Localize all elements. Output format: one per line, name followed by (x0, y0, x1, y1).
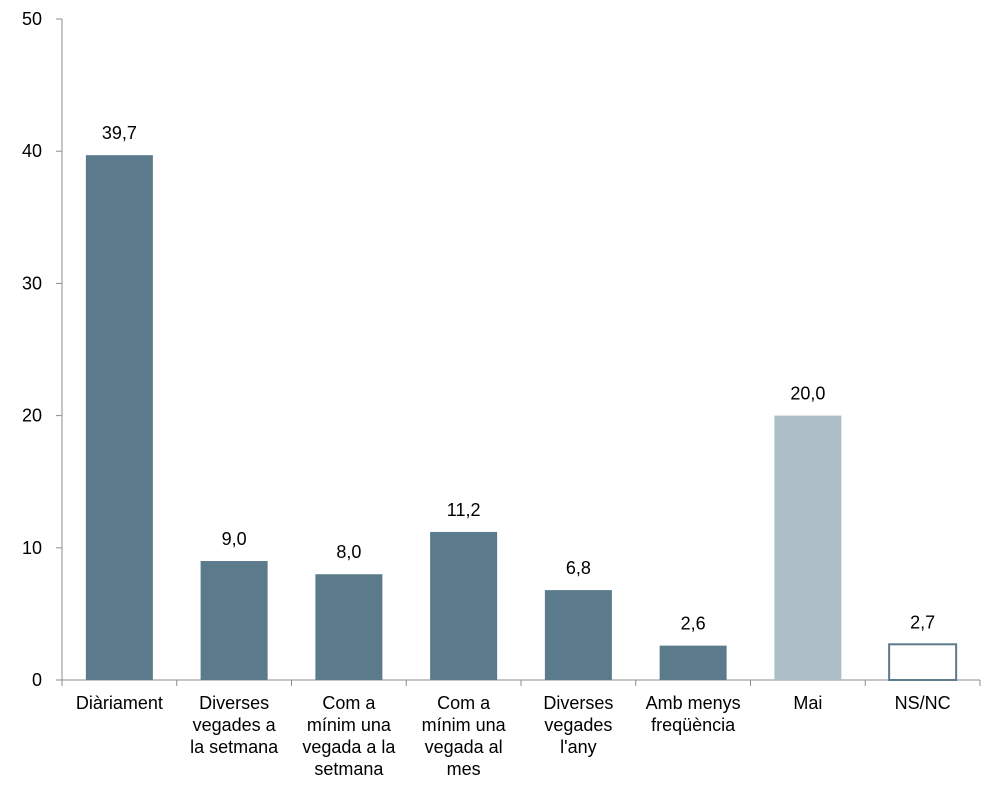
category-label-line: mínim una (307, 715, 392, 735)
y-tick-label: 10 (22, 538, 42, 558)
category-label-line: setmana (314, 759, 384, 779)
y-tick-label: 40 (22, 141, 42, 161)
data-label: 6,8 (566, 558, 591, 578)
category-label: Com a mínim una vegada al mes (422, 693, 507, 779)
category-label-line: Com a (322, 693, 376, 713)
category-label: Diàriament (76, 693, 163, 713)
category-label-line: la setmana (190, 737, 279, 757)
bar (774, 415, 842, 680)
data-label: 8,0 (336, 542, 361, 562)
bar (315, 574, 383, 680)
category-label: Diverses vegades a la setmana (190, 693, 279, 757)
bar (85, 155, 153, 680)
category-label-line: vegada a la (302, 737, 396, 757)
category-label-line: vegades a (193, 715, 277, 735)
category-label: Mai (793, 693, 822, 713)
data-label: 11,2 (447, 500, 481, 520)
y-tick-label: 30 (22, 273, 42, 293)
y-tick-label: 20 (22, 406, 42, 426)
category-label: Diverses vegades l'any (543, 693, 613, 757)
data-label: 2,6 (681, 614, 706, 634)
data-label: 39,7 (102, 123, 137, 143)
axes (56, 18, 981, 686)
bar (430, 531, 498, 680)
y-tick-label: 50 (22, 9, 42, 29)
bar (659, 645, 727, 680)
category-label-line: l'any (560, 737, 596, 757)
category-label-line: Amb menys (646, 693, 741, 713)
category-label-line: Diàriament (76, 693, 163, 713)
category-label: NS/NC (895, 693, 951, 713)
data-label: 2,7 (910, 612, 935, 632)
bar (200, 561, 268, 680)
category-label-line: Mai (793, 693, 822, 713)
category-label-line: mínim una (422, 715, 507, 735)
y-tick-label: 0 (32, 670, 42, 690)
category-label-line: freqüència (651, 715, 736, 735)
category-label: Amb menys freqüència (646, 693, 741, 735)
category-label-line: Diverses (543, 693, 613, 713)
bar (888, 643, 958, 682)
bar (544, 590, 612, 680)
category-label-line: Com a (437, 693, 491, 713)
category-label-line: vegada al (425, 737, 503, 757)
category-label-line: mes (447, 759, 481, 779)
category-label: Com a mínim una vegada a la setmana (302, 693, 396, 779)
bars (85, 155, 958, 682)
category-label-line: Diverses (199, 693, 269, 713)
data-label: 20,0 (790, 384, 825, 404)
category-label-line: vegades (544, 715, 612, 735)
data-label: 9,0 (222, 529, 247, 549)
category-label-line: NS/NC (895, 693, 951, 713)
